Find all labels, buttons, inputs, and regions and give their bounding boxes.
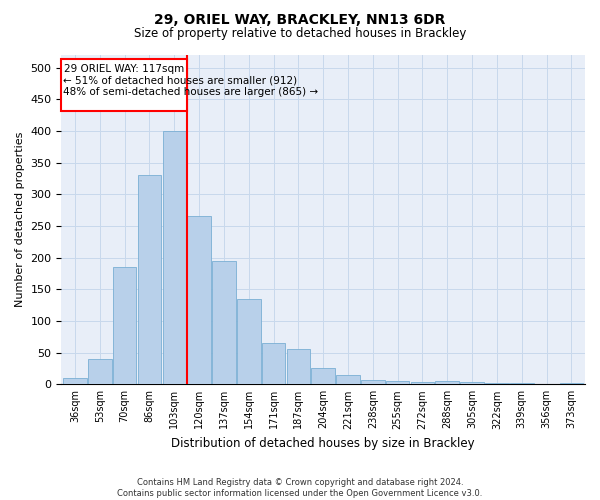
Text: 29, ORIEL WAY, BRACKLEY, NN13 6DR: 29, ORIEL WAY, BRACKLEY, NN13 6DR xyxy=(154,12,446,26)
Bar xyxy=(163,131,186,384)
Bar xyxy=(113,267,136,384)
Bar xyxy=(212,261,236,384)
Bar xyxy=(510,383,533,384)
Bar xyxy=(386,381,409,384)
Text: Contains HM Land Registry data © Crown copyright and database right 2024.
Contai: Contains HM Land Registry data © Crown c… xyxy=(118,478,482,498)
FancyBboxPatch shape xyxy=(61,59,187,110)
X-axis label: Distribution of detached houses by size in Brackley: Distribution of detached houses by size … xyxy=(172,437,475,450)
Bar xyxy=(262,343,286,384)
Bar xyxy=(436,381,459,384)
Y-axis label: Number of detached properties: Number of detached properties xyxy=(15,132,25,308)
Bar xyxy=(485,383,509,384)
Bar xyxy=(237,299,260,384)
Bar xyxy=(560,383,583,384)
Bar xyxy=(187,216,211,384)
Bar xyxy=(460,382,484,384)
Bar xyxy=(311,368,335,384)
Bar xyxy=(287,350,310,384)
Bar xyxy=(336,375,360,384)
Bar xyxy=(361,380,385,384)
Bar xyxy=(63,378,87,384)
Text: 48% of semi-detached houses are larger (865) →: 48% of semi-detached houses are larger (… xyxy=(62,86,318,97)
Text: Size of property relative to detached houses in Brackley: Size of property relative to detached ho… xyxy=(134,28,466,40)
Bar xyxy=(410,382,434,384)
Text: 29 ORIEL WAY: 117sqm: 29 ORIEL WAY: 117sqm xyxy=(64,64,184,74)
Bar xyxy=(138,176,161,384)
Text: ← 51% of detached houses are smaller (912): ← 51% of detached houses are smaller (91… xyxy=(62,76,297,86)
Bar xyxy=(88,359,112,384)
